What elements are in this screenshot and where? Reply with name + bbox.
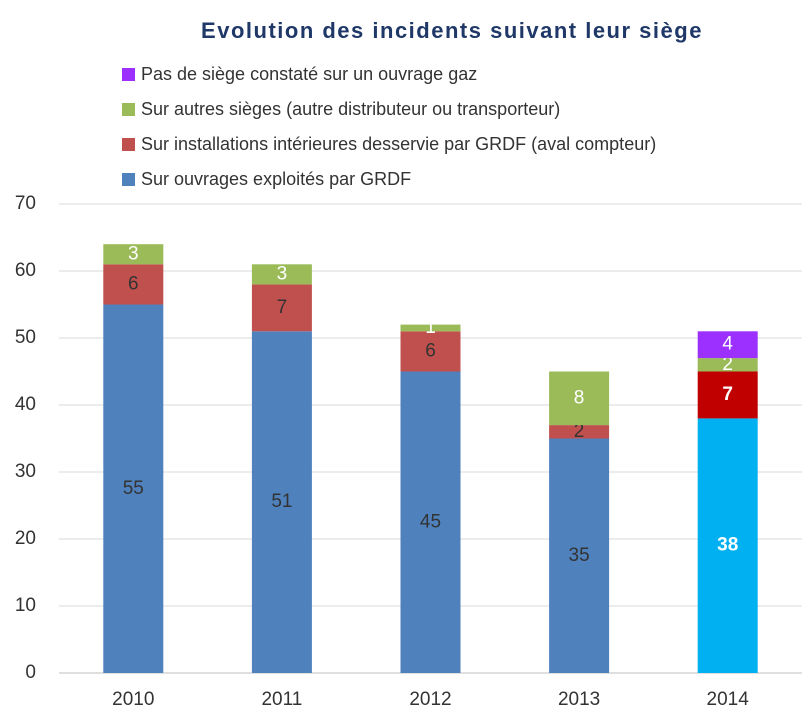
bar-segment	[251, 264, 312, 285]
data-label: 8	[574, 387, 585, 408]
bar-segment	[549, 425, 610, 439]
x-tick-label: 2013	[558, 689, 600, 710]
bar-segment	[400, 331, 461, 372]
legend-swatch	[122, 68, 135, 81]
data-label: 4	[722, 334, 733, 355]
data-label: 7	[722, 384, 733, 405]
data-label: 51	[271, 491, 292, 512]
legend-swatch	[122, 103, 135, 116]
bar-segment	[103, 244, 164, 265]
y-tick-label: 40	[15, 394, 36, 415]
data-label: 38	[717, 535, 738, 556]
data-label: 45	[420, 511, 441, 532]
bar-segment	[697, 358, 758, 372]
data-label: 2	[574, 421, 585, 442]
data-label: 3	[128, 243, 139, 264]
x-tick-label: 2014	[707, 689, 750, 710]
x-tick-label: 2010	[112, 689, 154, 710]
y-tick-label: 70	[15, 193, 36, 214]
legend-swatch	[122, 173, 135, 186]
data-label: 2	[722, 354, 733, 375]
data-label: 6	[425, 340, 436, 361]
bar-segment	[103, 304, 164, 673]
bar-segment	[697, 331, 758, 359]
legend-label: Sur autres sièges (autre distributeur ou…	[141, 99, 560, 119]
bar-segment	[549, 371, 610, 426]
bar-segment	[549, 438, 610, 673]
y-tick-label: 30	[15, 461, 36, 482]
bar-segment	[400, 371, 461, 673]
data-label: 1	[425, 317, 436, 338]
x-tick-label: 2012	[409, 689, 451, 710]
bar-segment	[103, 264, 164, 305]
data-label: 6	[128, 273, 139, 294]
y-tick-label: 0	[25, 662, 36, 683]
legend-label: Sur ouvrages exploités par GRDF	[141, 169, 411, 189]
bar-segment	[251, 331, 312, 673]
data-label: 3	[277, 263, 288, 284]
y-tick-label: 20	[15, 528, 36, 549]
legend-label: Sur installations intérieures desservie …	[141, 134, 656, 154]
bar-segment	[697, 371, 758, 419]
data-label: 55	[123, 478, 144, 499]
bar-segment	[697, 418, 758, 673]
y-tick-label: 10	[15, 595, 36, 616]
y-tick-label: 50	[15, 327, 36, 348]
data-label: 7	[277, 297, 288, 318]
bar-segment	[400, 324, 461, 332]
legend-label: Pas de siège constaté sur un ouvrage gaz	[141, 64, 477, 84]
legend-swatch	[122, 138, 135, 151]
data-label: 35	[569, 545, 590, 566]
y-tick-label: 60	[15, 260, 36, 281]
bar-segment	[251, 284, 312, 332]
x-tick-label: 2011	[261, 689, 302, 710]
chart-title: Evolution des incidents suivant leur siè…	[201, 18, 703, 43]
